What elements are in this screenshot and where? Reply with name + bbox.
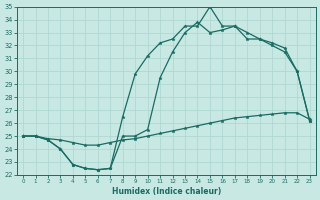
- X-axis label: Humidex (Indice chaleur): Humidex (Indice chaleur): [112, 187, 221, 196]
